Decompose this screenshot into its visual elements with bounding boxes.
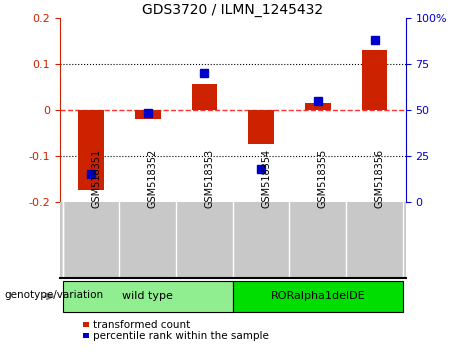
Text: transformed count: transformed count xyxy=(93,320,190,330)
Text: RORalpha1delDE: RORalpha1delDE xyxy=(271,291,365,301)
Text: wild type: wild type xyxy=(122,291,173,301)
Bar xyxy=(83,332,89,338)
Bar xyxy=(63,281,233,312)
Bar xyxy=(305,103,331,110)
Text: GSM518351: GSM518351 xyxy=(91,149,101,208)
Text: GSM518355: GSM518355 xyxy=(318,149,328,208)
Text: GSM518353: GSM518353 xyxy=(205,149,214,208)
Bar xyxy=(135,110,160,119)
Text: GSM518352: GSM518352 xyxy=(148,149,158,208)
Bar xyxy=(248,110,274,144)
Bar xyxy=(233,281,403,312)
Bar xyxy=(362,50,387,110)
Text: GSM518356: GSM518356 xyxy=(374,149,384,208)
Title: GDS3720 / ILMN_1245432: GDS3720 / ILMN_1245432 xyxy=(142,3,323,17)
Bar xyxy=(83,322,89,327)
Bar xyxy=(192,85,217,110)
Bar xyxy=(78,110,104,190)
Text: genotype/variation: genotype/variation xyxy=(5,290,104,300)
Text: percentile rank within the sample: percentile rank within the sample xyxy=(93,331,269,341)
Text: GSM518354: GSM518354 xyxy=(261,149,271,208)
